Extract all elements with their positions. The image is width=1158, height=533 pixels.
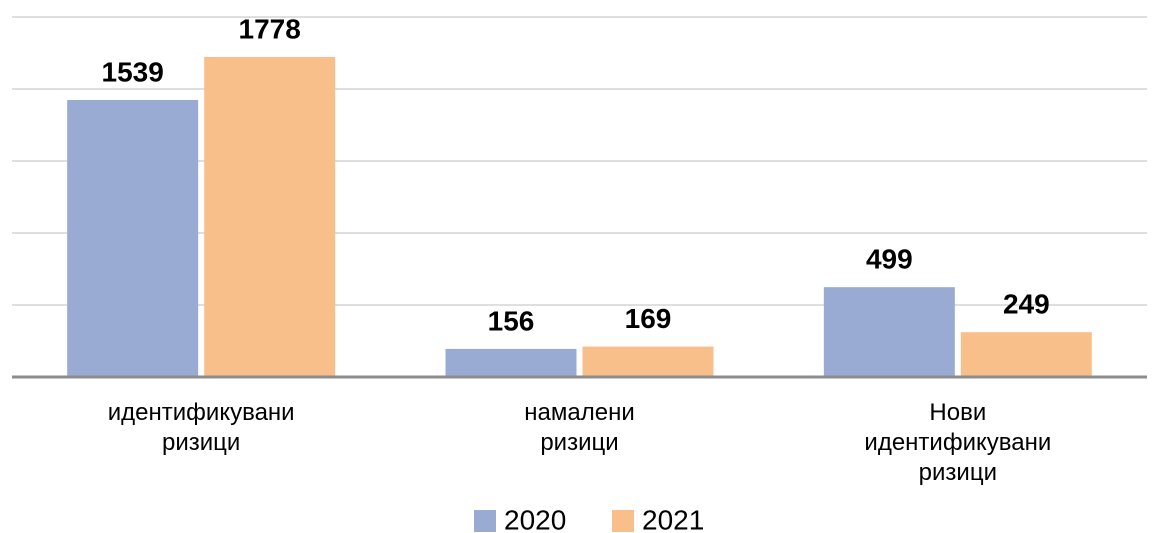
value-label: 1778 [239, 13, 301, 44]
bar [204, 56, 336, 378]
legend-swatch [474, 510, 496, 532]
bar [823, 287, 955, 377]
value-label: 249 [1003, 289, 1050, 320]
value-label: 499 [866, 244, 913, 275]
legend-label: 2020 [504, 504, 566, 533]
value-label: 1539 [102, 56, 164, 87]
x-tick-label: Нови идентификувани ризици [864, 399, 1051, 486]
value-label: 169 [625, 303, 672, 334]
x-tick-label: идентификувани ризици [108, 399, 295, 456]
value-label: 156 [488, 305, 535, 336]
bar [582, 346, 714, 377]
legend-swatch [612, 510, 634, 532]
bar [67, 99, 199, 377]
bar [445, 348, 577, 377]
x-tick-label: намалени ризици [524, 399, 634, 456]
legend-label: 2021 [642, 504, 704, 533]
bar [960, 332, 1092, 377]
